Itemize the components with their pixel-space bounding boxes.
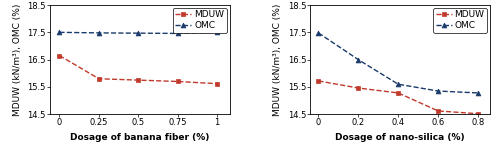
Line: MDUW: MDUW: [316, 78, 480, 116]
MDUW: [135, 79, 141, 81]
OMC: [475, 92, 481, 94]
Line: OMC: OMC: [57, 30, 220, 36]
OMC: [56, 31, 62, 33]
OMC: [395, 83, 401, 85]
MDUW: [214, 83, 220, 85]
Legend: MDUW, OMC: MDUW, OMC: [433, 8, 488, 33]
OMC: [316, 32, 322, 34]
MDUW: [435, 110, 441, 112]
OMC: [214, 31, 220, 33]
Legend: MDUW, OMC: MDUW, OMC: [172, 8, 227, 33]
MDUW: [395, 92, 401, 94]
Line: OMC: OMC: [316, 30, 480, 95]
MDUW: [316, 80, 322, 82]
MDUW: [174, 80, 180, 82]
OMC: [96, 32, 102, 34]
OMC: [435, 90, 441, 92]
MDUW: [56, 55, 62, 57]
X-axis label: Dosage of nano-silica (%): Dosage of nano-silica (%): [336, 133, 465, 142]
OMC: [135, 32, 141, 34]
MDUW: [475, 113, 481, 115]
OMC: [356, 59, 362, 61]
MDUW: [356, 87, 362, 89]
Y-axis label: MDUW (kN/m³), OMC (%): MDUW (kN/m³), OMC (%): [273, 4, 282, 116]
MDUW: [96, 78, 102, 80]
X-axis label: Dosage of banana fiber (%): Dosage of banana fiber (%): [70, 133, 209, 142]
Line: MDUW: MDUW: [57, 53, 220, 86]
OMC: [174, 32, 180, 34]
Y-axis label: MDUW (kN/m³), OMC (%): MDUW (kN/m³), OMC (%): [13, 4, 22, 116]
